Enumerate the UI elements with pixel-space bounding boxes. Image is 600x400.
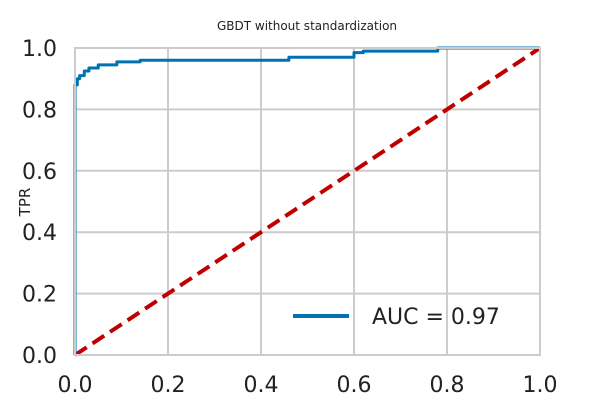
y-tick-label: 0.2	[22, 283, 57, 308]
y-tick-label: 0.0	[22, 344, 57, 369]
roc-curve-line	[73, 46, 540, 355]
y-tick-labels: 0.0 0.2 0.4 0.6 0.8 1.0	[22, 37, 57, 369]
y-tick-label: 1.0	[22, 37, 57, 62]
y-tick-label: 0.8	[22, 98, 57, 123]
x-tick-label: 0.8	[430, 373, 465, 398]
x-tick-labels: 0.0 0.2 0.4 0.6 0.8 1.0	[58, 373, 558, 398]
x-tick-label: 0.6	[337, 373, 372, 398]
legend-label: AUC = 0.97	[372, 305, 500, 330]
y-tick-label: 0.6	[22, 160, 57, 185]
chance-diagonal-line	[73, 46, 542, 357]
x-tick-label: 0.0	[58, 373, 93, 398]
legend: AUC = 0.97	[293, 305, 500, 330]
x-tick-label: 0.2	[151, 373, 186, 398]
series-lines	[73, 46, 542, 357]
y-tick-label: 0.4	[22, 221, 57, 246]
chart-title: GBDT without standardization	[217, 19, 397, 33]
y-axis-label: TPR	[16, 188, 34, 218]
x-tick-label: 0.4	[244, 373, 279, 398]
x-tick-label: 1.0	[523, 373, 558, 398]
plot-frame	[74, 47, 541, 356]
